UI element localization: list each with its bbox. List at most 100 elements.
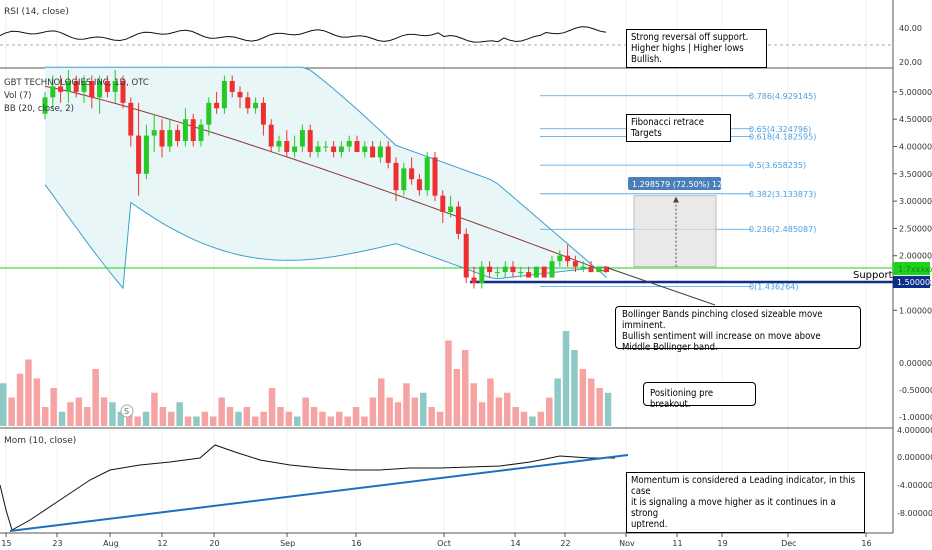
candle-body <box>175 130 181 142</box>
candle-body <box>237 91 243 98</box>
time-axis-tick: 14 <box>510 539 520 548</box>
volume-bar <box>571 350 578 426</box>
note-line: Momentum is considered a Leading indicat… <box>631 475 856 497</box>
support-price-badge <box>893 276 930 288</box>
candle-body <box>416 179 422 191</box>
volume-bar <box>436 411 444 426</box>
fib-level-label: 0.5(3.658235) <box>749 161 806 170</box>
symbol-title: GBT TECHNOLOGIES INC, 1D, OTC <box>4 78 149 88</box>
volume-bar <box>596 388 603 426</box>
momentum-trendline <box>9 454 629 532</box>
volume-bar <box>562 331 570 426</box>
candle-body <box>463 233 469 278</box>
measure-range-box <box>633 195 717 268</box>
momentum-pane: Mom (10, close) 4.000000 0.000000 -4.00000… <box>0 426 932 532</box>
volume-axis-tick: 0.000000 <box>899 359 932 368</box>
volume-bar <box>151 392 158 426</box>
candle-body <box>284 141 290 152</box>
momentum-axis-tick: -4.000000 <box>897 481 932 490</box>
note-line: Bollinger Bands pinching closed sizeable… <box>622 309 823 331</box>
volume-bar <box>504 392 511 426</box>
candle-body <box>206 102 212 125</box>
volume-bar <box>588 378 595 426</box>
candle-body <box>448 206 454 213</box>
volume-bar <box>394 402 402 426</box>
volume-bar <box>319 411 326 426</box>
volume-bar <box>579 369 587 426</box>
fib-level-label: 0.786(4.929145) <box>749 92 816 101</box>
candle-body <box>143 135 149 174</box>
time-axis-tick: 22 <box>560 539 570 548</box>
candle-body <box>268 124 274 147</box>
volume-bar <box>33 378 41 426</box>
volume-bar <box>403 383 410 426</box>
fib-annotation: Fibonacci retrace Targets <box>626 114 731 142</box>
candle-body <box>136 135 142 174</box>
volume-bar <box>67 402 74 426</box>
volume-bar <box>58 411 66 426</box>
rsi-title: RSI (14, close) <box>4 7 69 17</box>
candle-body <box>455 206 461 234</box>
volume-bar <box>336 411 343 426</box>
rsi-annotation: Strong reversal off support. Higher high… <box>626 29 767 68</box>
volume-bar <box>226 407 234 426</box>
fib-level-label: 0.236(2.485087) <box>749 225 816 234</box>
candle-body <box>42 97 48 114</box>
time-axis: 15 23 Aug 12 20 Sep 16 Oct 14 22 Nov 11 19 Dec 16 <box>1 533 872 548</box>
volume-bar <box>344 416 351 426</box>
volume-bar <box>445 340 452 426</box>
fib-level-label: 0.618(4.182595) <box>749 133 816 142</box>
volume-bar <box>495 397 503 426</box>
volume-bar <box>512 407 519 426</box>
candle-body <box>401 168 407 191</box>
note-line: Strong reversal off support. <box>631 32 749 43</box>
candle-body <box>494 272 500 274</box>
volume-bar <box>294 416 301 426</box>
price-axis-tick: 3.500000 <box>899 170 932 179</box>
candle-body <box>89 80 95 98</box>
fib-level-label: 0(1.436264) <box>749 282 799 291</box>
volume-bar <box>546 397 553 426</box>
fibonacci-levels: 0.786(4.929145) 0.65(4.324796)0.618(4.182… <box>540 92 816 291</box>
candle-body <box>393 162 399 191</box>
volume-bar <box>411 397 419 426</box>
candle-body <box>385 146 391 163</box>
momentum-line <box>0 444 615 531</box>
time-axis-tick: Sep <box>280 539 295 548</box>
volume-bar <box>50 388 57 426</box>
candle-body <box>518 272 524 274</box>
volume-bar <box>193 416 200 426</box>
volume-bar <box>159 407 167 426</box>
volume-bar <box>16 373 24 426</box>
note-line: Bullish sentiment will increase on move … <box>622 331 821 342</box>
volume-bar <box>378 378 385 426</box>
candle-body <box>565 255 571 262</box>
candle-body <box>159 130 165 147</box>
candle-body <box>120 80 126 103</box>
measure-label: 1.298579 (72.50%) 1298579 <box>632 180 748 189</box>
candle-body <box>331 146 337 152</box>
fib-level-label: 0.382(3.133873) <box>749 190 816 199</box>
candle-body <box>370 146 376 158</box>
current-price-badge <box>893 262 930 275</box>
volume-bar <box>117 411 125 426</box>
volume-bar <box>268 388 276 426</box>
indicator-label-bb: BB (20, close, 2) <box>4 104 74 114</box>
candle-body <box>377 146 383 158</box>
candle-body <box>292 146 298 152</box>
volume-bar <box>462 350 469 426</box>
current-price-badge-text: 1.7xxxxx <box>898 265 932 274</box>
volume-bar <box>243 407 251 426</box>
mom-annotation: Momentum is considered a Leading indicat… <box>626 472 865 533</box>
candle-body <box>253 102 259 109</box>
volume-bar <box>0 383 7 426</box>
volume-bar <box>453 369 461 426</box>
time-axis-tick: 20 <box>209 539 219 548</box>
volume-bar <box>554 378 561 426</box>
candle-body <box>112 80 118 92</box>
price-axis-tick: 4.000000 <box>899 143 932 152</box>
candle-body <box>549 261 555 278</box>
volume-bar <box>369 397 377 426</box>
candle-body <box>557 255 563 262</box>
